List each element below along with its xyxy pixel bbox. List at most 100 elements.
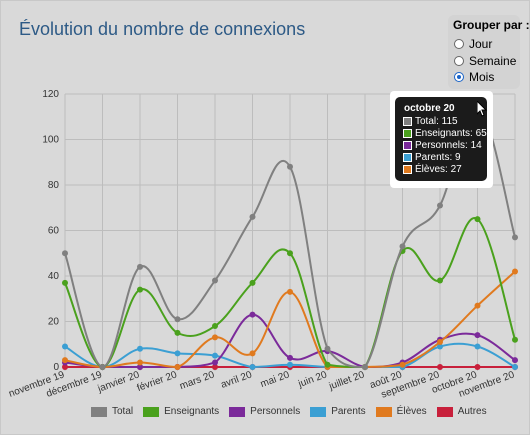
data-point [62, 357, 68, 364]
legend-item[interactable]: Autres [436, 406, 487, 417]
x-tick-label: juillet 20 [327, 369, 367, 392]
data-point [212, 364, 218, 370]
y-tick-label: 60 [48, 226, 60, 237]
data-point [437, 277, 443, 284]
data-point [212, 359, 218, 366]
tooltip-swatch [403, 129, 412, 138]
data-point [287, 354, 293, 361]
data-point [287, 250, 293, 257]
series-line-total [64, 104, 516, 369]
data-point [137, 263, 143, 270]
tooltip-swatch [403, 165, 412, 174]
x-tick-label: février 20 [136, 369, 179, 394]
data-point [474, 302, 481, 309]
data-point [474, 332, 481, 339]
tooltip-row: Total: 115 [403, 116, 458, 127]
group-by-label: Grouper par : [453, 18, 530, 32]
chart-tooltip: octobre 20 Total: 115 Enseignants: 65 Pers… [395, 97, 487, 181]
data-point [512, 364, 518, 370]
data-point [437, 338, 443, 345]
x-tick-label: avril 20 [219, 369, 253, 391]
data-point [437, 343, 443, 350]
data-point [474, 216, 481, 223]
radio-jour-label[interactable]: Jour [469, 37, 493, 51]
data-point [324, 345, 331, 352]
data-point [174, 350, 181, 357]
tooltip-row-label: Enseignants: 65 [415, 128, 487, 139]
tooltip-row: Parents: 9 [403, 152, 461, 163]
radio-jour-circle[interactable] [454, 39, 464, 49]
chart-legend: Total Enseignants Personnels Parents Élèves A… [91, 406, 487, 417]
data-point [137, 359, 143, 366]
legend-label[interactable]: Personnels [250, 406, 301, 417]
data-point [99, 364, 106, 370]
legend-swatch [229, 406, 246, 417]
data-point [287, 163, 293, 170]
radio-semaine[interactable]: Semaine [454, 54, 516, 68]
data-point [249, 350, 256, 357]
legend-swatch [436, 406, 453, 417]
data-point [437, 202, 443, 209]
legend-item[interactable]: Parents [310, 406, 366, 417]
data-point [512, 234, 518, 241]
tooltip-highlight: octobre 20 Total: 115 Enseignants: 65 Pers… [390, 91, 493, 188]
tooltip-row: Personnels: 14 [403, 140, 482, 151]
data-point [437, 364, 443, 370]
y-tick-label: 40 [48, 271, 60, 282]
legend-label[interactable]: Autres [457, 406, 487, 417]
tooltip-row: Enseignants: 65 [403, 128, 487, 139]
data-point [174, 329, 181, 336]
legend-item[interactable]: Personnels [229, 406, 300, 417]
tooltip-row: Élèves: 27 [403, 164, 462, 175]
data-point [137, 345, 143, 352]
legend-item[interactable]: Élèves [375, 406, 427, 417]
legend-label[interactable]: Élèves [396, 406, 427, 417]
data-point [174, 364, 181, 370]
data-point [287, 288, 293, 295]
legend-item[interactable]: Enseignants [143, 406, 219, 417]
data-point [212, 352, 218, 359]
data-point [399, 361, 406, 368]
data-point [174, 316, 181, 323]
tooltip-swatch [403, 153, 412, 162]
legend-label[interactable]: Enseignants [164, 406, 220, 417]
chart-title: Évolution du nombre de connexions [19, 19, 306, 39]
y-tick-label: 80 [48, 180, 60, 191]
radio-mois-circle[interactable] [454, 72, 464, 82]
data-point [474, 364, 481, 370]
tooltip-swatch [403, 117, 412, 126]
data-point [512, 336, 518, 343]
data-point [212, 277, 218, 284]
radio-jour[interactable]: Jour [454, 37, 492, 51]
legend-swatch [91, 406, 107, 417]
radio-mois[interactable]: Mois [454, 70, 494, 84]
x-tick-label: mai 20 [259, 369, 291, 390]
data-point [212, 323, 218, 330]
series-line-enseignants [64, 217, 516, 369]
x-tick-label: janvier 20 [96, 369, 142, 395]
y-tick-label: 0 [53, 362, 59, 373]
y-tick-label: 20 [48, 317, 60, 328]
radio-semaine-label[interactable]: Semaine [469, 54, 517, 68]
tooltip-title: octobre 20 [404, 103, 455, 114]
data-point [62, 279, 68, 286]
data-point [512, 357, 518, 364]
radio-mois-label[interactable]: Mois [469, 70, 495, 84]
legend-label[interactable]: Total [112, 406, 134, 417]
legend-label[interactable]: Parents [331, 406, 366, 417]
radio-semaine-circle[interactable] [454, 56, 464, 66]
data-point [474, 343, 481, 350]
data-point [287, 361, 293, 368]
y-tick-label: 100 [42, 135, 59, 146]
data-point [62, 343, 68, 350]
legend-swatch [375, 406, 392, 417]
mouse-pointer-icon [477, 101, 488, 117]
y-tick-label: 120 [42, 89, 59, 100]
data-point [249, 364, 256, 370]
tooltip-swatch [403, 141, 412, 150]
data-point [212, 334, 218, 341]
tooltip-row-label: Total: 115 [415, 116, 458, 127]
legend-item[interactable]: Total [91, 406, 133, 417]
data-point [362, 364, 368, 370]
